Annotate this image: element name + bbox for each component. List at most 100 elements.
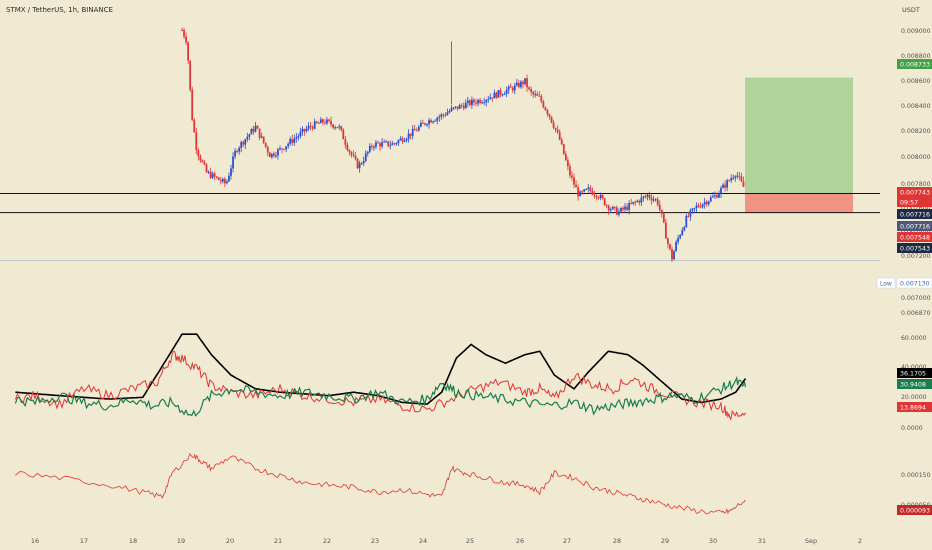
candle-body — [579, 191, 582, 197]
candle-body — [505, 89, 508, 94]
candle-body — [495, 92, 498, 98]
candle-body — [554, 127, 557, 130]
candle-body — [270, 153, 273, 158]
support-levels[interactable] — [0, 193, 880, 261]
candle-body — [319, 119, 322, 124]
candle-body — [460, 105, 463, 107]
candle-body — [558, 132, 561, 140]
candle-body — [346, 144, 349, 151]
candle-body — [711, 196, 714, 198]
candle-body — [189, 60, 192, 90]
candle-body — [456, 106, 459, 109]
time-tick-label: 2 — [858, 537, 862, 545]
candle-body — [632, 201, 635, 204]
price-tick-label: 0.007600 — [901, 205, 931, 212]
candle-body — [413, 128, 416, 131]
candle-body — [438, 116, 441, 118]
candle-body — [562, 144, 565, 155]
candle-body — [497, 90, 500, 98]
candle-body — [536, 94, 539, 96]
time-axis[interactable]: 16 17 18 19 20 21 22 23 24 25 26 27 28 29 30 31 Sep 2 — [31, 537, 862, 545]
candle-body — [330, 120, 332, 125]
candle-body — [213, 173, 216, 177]
candle-body — [503, 93, 506, 95]
candle-body — [473, 99, 475, 103]
candle-body — [662, 213, 665, 223]
candle-body — [193, 120, 196, 133]
candle-body — [599, 194, 602, 198]
candle-body — [485, 99, 488, 103]
candle-body — [728, 180, 731, 182]
candle-body — [669, 244, 671, 250]
candle-body — [577, 187, 579, 197]
candle-body — [560, 139, 563, 145]
candle-body — [256, 125, 259, 129]
time-tick-label: 30 — [709, 537, 717, 545]
price-badge-label: 0.007716 — [900, 224, 930, 231]
candle-body — [419, 122, 422, 127]
price-badge — [897, 59, 932, 69]
candle-body — [405, 138, 408, 141]
candle-body — [742, 181, 745, 187]
candle-body — [550, 116, 553, 123]
candle-body — [307, 125, 310, 129]
candle-body — [573, 177, 575, 185]
candle-body — [209, 171, 212, 178]
oscillator-badge — [897, 402, 932, 412]
candle-body — [324, 122, 326, 124]
candle-body — [642, 196, 645, 198]
price-axis[interactable]: 0.009000 0.008800 0.008600 0.008400 0.008200… — [876, 28, 932, 515]
candle-body — [326, 119, 328, 124]
candle-body — [199, 156, 202, 161]
candle-body — [581, 191, 584, 193]
candle-body — [183, 30, 185, 37]
price-tick-label: 0.008600 — [901, 78, 931, 85]
candle-body — [713, 195, 716, 197]
candle-body — [234, 150, 236, 157]
low-value-tag — [896, 277, 932, 289]
candle-body — [716, 195, 718, 198]
candle-body — [660, 209, 663, 214]
candle-body — [385, 141, 388, 143]
candle-body — [609, 209, 612, 211]
symbol-title: STMX / TetherUS, 1h, BINANCE — [6, 6, 113, 14]
candle-body — [415, 130, 418, 132]
oscillator-badge-label: 30.9408 — [900, 382, 926, 389]
candle-body — [483, 102, 486, 104]
candle-body — [426, 124, 428, 126]
candle-body — [681, 230, 684, 236]
time-tick-label: 24 — [419, 537, 427, 545]
candle-body — [695, 205, 698, 208]
atr-tick-label: 0.000150 — [901, 472, 931, 479]
candle-body — [640, 197, 643, 203]
candle-body — [564, 154, 567, 161]
candle-body — [501, 94, 504, 96]
candle-body — [671, 249, 673, 260]
position-zones[interactable] — [745, 77, 853, 213]
candle-body — [226, 181, 228, 184]
candle-body — [417, 126, 420, 131]
candle-body — [471, 99, 473, 105]
time-tick-label: 22 — [323, 537, 331, 545]
candle-body — [652, 199, 655, 201]
candle-body — [720, 188, 722, 194]
candle-body — [389, 145, 392, 147]
low-value-label: 0.007130 — [900, 281, 930, 288]
candle-body — [354, 155, 357, 159]
candle-body — [287, 143, 290, 147]
candle-body — [520, 81, 522, 88]
candle-body — [185, 36, 187, 43]
low-tag — [876, 277, 896, 289]
candle-body — [542, 101, 545, 108]
candle-body — [375, 142, 377, 147]
candle-body — [334, 127, 337, 129]
time-tick-label: 26 — [516, 537, 524, 545]
candle-body — [736, 175, 739, 177]
candle-body — [513, 85, 516, 91]
candle-body — [230, 168, 232, 176]
candle-body — [548, 114, 551, 117]
candle-body — [295, 137, 298, 139]
candle-body — [391, 143, 394, 146]
